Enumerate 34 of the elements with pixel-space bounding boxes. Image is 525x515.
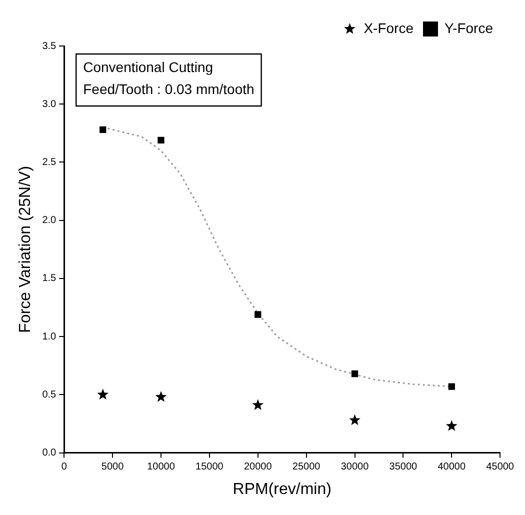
legend-label: X-Force	[364, 20, 414, 36]
point	[252, 399, 264, 410]
y-tick-label: 0.0	[42, 448, 57, 459]
x-tick-label: 35000	[389, 462, 418, 473]
y-tick-label: 0.5	[42, 389, 57, 400]
legend-label: Y-Force	[444, 20, 494, 36]
x-tick-label: 10000	[147, 462, 176, 473]
x-tick-label: 5000	[101, 462, 124, 473]
point	[446, 420, 458, 431]
y-tick-label: 3.5	[42, 40, 57, 52]
y-tick-label: 1.5	[42, 273, 57, 284]
point	[349, 414, 360, 426]
x-tick-label: 40000	[438, 462, 466, 473]
x-axis-title: RPM(rev/min)	[232, 480, 332, 498]
point	[97, 388, 109, 400]
x-tick-label: 0	[61, 462, 68, 473]
annotation: Conventional Cutting	[83, 58, 214, 75]
point	[158, 136, 164, 144]
point	[155, 391, 167, 402]
x-tick-label: 45000	[486, 462, 514, 473]
point	[351, 370, 358, 378]
y-tick-label: 2.0	[42, 215, 57, 226]
x-tick-label: 25000	[292, 462, 321, 473]
point	[254, 311, 262, 318]
point	[448, 383, 455, 390]
y-tick-label: 2.5	[42, 156, 57, 168]
annotation: Feed/Tooth : 0.03 mm/tooth	[83, 80, 254, 97]
y-tick-label: 3.0	[42, 98, 57, 110]
x-tick-label: 15000	[196, 462, 224, 473]
y-axis-title: Force Variation (25N/V)	[17, 166, 34, 333]
point	[100, 126, 106, 134]
x-tick-label: 30000	[340, 462, 370, 473]
x-tick-label: 20000	[244, 462, 272, 473]
y-tick-label: 1.0	[42, 331, 57, 342]
